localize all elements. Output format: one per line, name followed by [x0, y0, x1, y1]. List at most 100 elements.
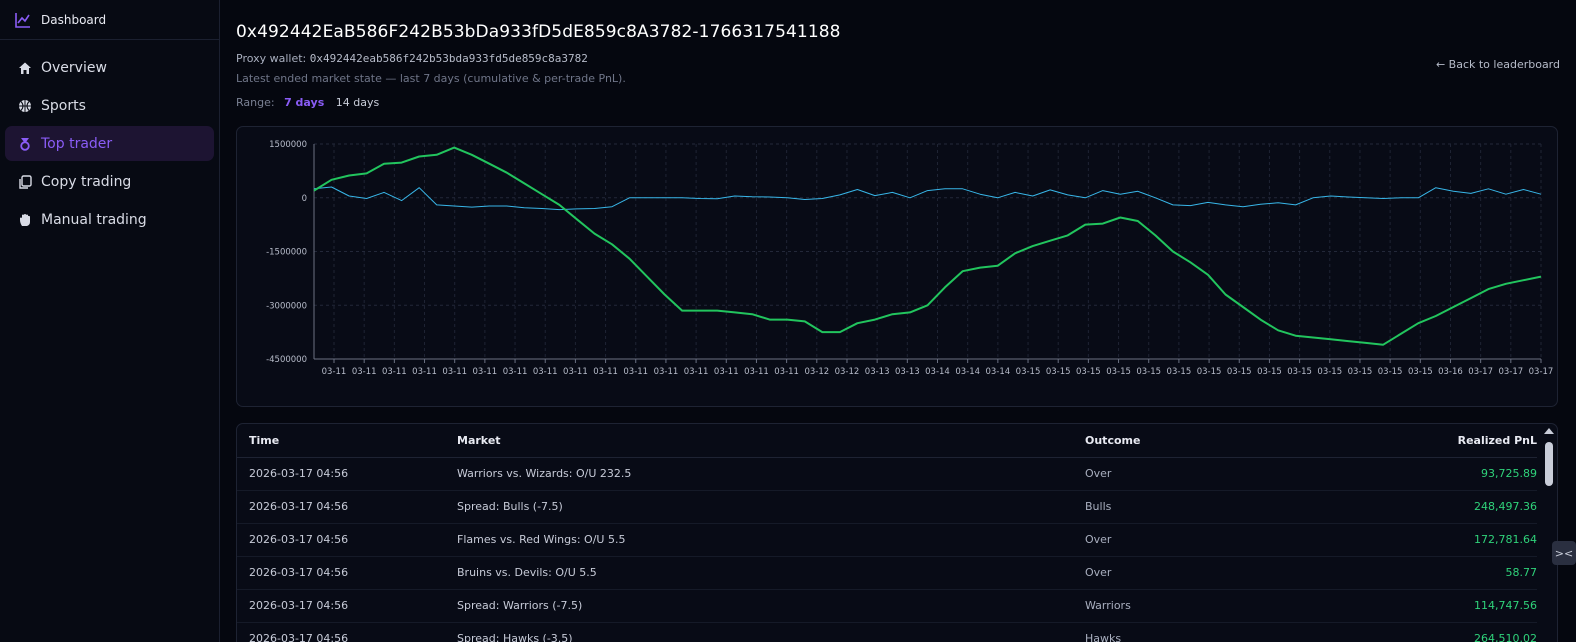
- trades-table: Time Market Outcome Realized PnL 2026-03…: [237, 424, 1537, 642]
- medal-icon: [17, 136, 33, 152]
- series-line-per-trade: [313, 186, 1542, 211]
- x-tick-label: 03-17: [1468, 367, 1493, 377]
- cell-outcome: Over: [1085, 523, 1385, 557]
- x-tick-label: 03-13: [895, 367, 920, 377]
- proxy-wallet: Proxy wallet: 0x492442eab586f242b53bda93…: [236, 52, 588, 65]
- x-tick-label: 03-15: [1378, 367, 1403, 377]
- x-tick-label: 03-13: [865, 367, 890, 377]
- cell-time: 2026-03-17 04:56: [237, 523, 457, 557]
- page-subtitle: Latest ended market state — last 7 days …: [236, 72, 626, 85]
- x-tick-label: 03-11: [654, 367, 679, 377]
- cell-time: 2026-03-17 04:56: [237, 622, 457, 642]
- cell-outcome: Over: [1085, 457, 1385, 491]
- brand-label: Dashboard: [41, 12, 107, 27]
- brand[interactable]: Dashboard: [0, 0, 219, 40]
- x-tick-label: 03-14: [925, 367, 950, 377]
- table-scrollbar[interactable]: [1543, 426, 1555, 642]
- table-row[interactable]: 2026-03-17 04:56 Flames vs. Red Wings: O…: [237, 523, 1537, 557]
- sidebar-item-label: Overview: [41, 59, 107, 76]
- sidebar-item-label: Copy trading: [41, 173, 132, 190]
- x-tick-label: 03-11: [382, 367, 407, 377]
- copy-icon: [17, 174, 33, 190]
- y-tick-label: -3000000: [266, 301, 307, 311]
- column-header-realized-pnl[interactable]: Realized PnL: [1385, 424, 1537, 458]
- table-row[interactable]: 2026-03-17 04:56 Spread: Warriors (-7.5)…: [237, 589, 1537, 623]
- x-tick-label: 03-15: [1076, 367, 1101, 377]
- cell-market: Warriors vs. Wizards: O/U 232.5: [457, 457, 1085, 491]
- y-tick-label: 1500000: [269, 140, 307, 150]
- x-tick-label: 03-11: [473, 367, 498, 377]
- x-tick-label: 03-11: [503, 367, 528, 377]
- cell-market: Spread: Warriors (-7.5): [457, 589, 1085, 623]
- x-tick-label: 03-11: [533, 367, 558, 377]
- x-tick-label: 03-12: [835, 367, 860, 377]
- x-tick-label: 03-11: [714, 367, 739, 377]
- x-tick-label: 03-15: [1016, 367, 1041, 377]
- x-tick-label: 03-15: [1167, 367, 1192, 377]
- back-to-leaderboard-link[interactable]: ← Back to leaderboard: [1435, 58, 1560, 71]
- x-tick-label: 03-15: [1136, 367, 1161, 377]
- table-row[interactable]: 2026-03-17 04:56 Spread: Hawks (-3.5) Ha…: [237, 622, 1537, 642]
- scroll-up-arrow-icon[interactable]: [1544, 428, 1554, 434]
- x-tick-label: 03-15: [1408, 367, 1433, 377]
- cell-market: Bruins vs. Devils: O/U 5.5: [457, 556, 1085, 590]
- range-label: Range:: [236, 96, 275, 109]
- cell-outcome: Over: [1085, 556, 1385, 590]
- cell-market: Flames vs. Red Wings: O/U 5.5: [457, 523, 1085, 557]
- x-tick-label: 03-15: [1317, 367, 1342, 377]
- cell-market: Spread: Bulls (-7.5): [457, 490, 1085, 524]
- table-row[interactable]: 2026-03-17 04:56 Bruins vs. Devils: O/U …: [237, 556, 1537, 590]
- range-option-14-days[interactable]: 14 days: [335, 96, 380, 109]
- x-tick-label: 03-11: [623, 367, 648, 377]
- x-tick-label: 03-17: [1498, 367, 1523, 377]
- sidebar-item-copy-trading[interactable]: Copy trading: [5, 164, 214, 199]
- sidebar-item-label: Sports: [41, 97, 86, 114]
- column-header-time[interactable]: Time: [237, 424, 457, 458]
- main-content: 0x492442EaB586F242B53bDa933fD5dE859c8A37…: [220, 0, 1576, 642]
- cell-time: 2026-03-17 04:56: [237, 589, 457, 623]
- table-header-row: Time Market Outcome Realized PnL: [237, 424, 1537, 458]
- x-tick-label: 03-11: [322, 367, 347, 377]
- x-tick-label: 03-11: [684, 367, 709, 377]
- trades-table-card: Time Market Outcome Realized PnL 2026-03…: [236, 423, 1558, 642]
- proxy-wallet-address: 0x492442eab586f242b53bda933fd5de859c8a37…: [309, 52, 588, 65]
- x-tick-label: 03-16: [1438, 367, 1463, 377]
- cell-time: 2026-03-17 04:56: [237, 490, 457, 524]
- x-tick-label: 03-11: [774, 367, 799, 377]
- column-header-outcome[interactable]: Outcome: [1085, 424, 1385, 458]
- x-tick-label: 03-15: [1257, 367, 1282, 377]
- range-option-7-days[interactable]: 7 days: [284, 96, 325, 109]
- x-tick-label: 03-15: [1287, 367, 1312, 377]
- cell-pnl: 248,497.36: [1385, 490, 1537, 524]
- sidebar-item-label: Top trader: [41, 135, 113, 152]
- y-tick-label: -4500000: [266, 355, 307, 365]
- cell-pnl: 264,510.02: [1385, 622, 1537, 642]
- scrollbar-thumb[interactable]: [1545, 442, 1553, 486]
- x-tick-label: 03-15: [1348, 367, 1373, 377]
- series-line-cumulative: [313, 146, 1542, 346]
- cell-time: 2026-03-17 04:56: [237, 556, 457, 590]
- table-row[interactable]: 2026-03-17 04:56 Spread: Bulls (-7.5) Bu…: [237, 490, 1537, 524]
- x-tick-label: 03-15: [1197, 367, 1222, 377]
- column-header-market[interactable]: Market: [457, 424, 1085, 458]
- table-row[interactable]: 2026-03-17 04:56 Warriors vs. Wizards: O…: [237, 457, 1537, 491]
- cell-pnl: 58.77: [1385, 556, 1537, 590]
- y-tick-label: -1500000: [266, 248, 307, 258]
- x-tick-label: 03-11: [563, 367, 588, 377]
- sidebar-item-sports[interactable]: Sports: [5, 88, 214, 123]
- y-tick-label: 0: [302, 194, 307, 204]
- cell-outcome: Hawks: [1085, 622, 1385, 642]
- sidebar-item-top-trader[interactable]: Top trader: [5, 126, 214, 161]
- page-header: 0x492442EaB586F242B53bDa933fD5dE859c8A37…: [236, 0, 1560, 120]
- cell-outcome: Bulls: [1085, 490, 1385, 524]
- chart-line-icon: [15, 12, 30, 28]
- collapse-handle-icon[interactable]: ><: [1552, 541, 1576, 565]
- x-tick-label: 03-11: [442, 367, 467, 377]
- sidebar-item-overview[interactable]: Overview: [5, 50, 214, 85]
- sidebar-item-manual-trading[interactable]: Manual trading: [5, 202, 214, 237]
- pnl-chart-svg: 1500000 0 -1500000 -3000000 -4500000 03-11 03-…: [266, 140, 1553, 377]
- x-tick-label: 03-14: [955, 367, 980, 377]
- x-tick-label: 03-11: [412, 367, 437, 377]
- cell-time: 2026-03-17 04:56: [237, 457, 457, 491]
